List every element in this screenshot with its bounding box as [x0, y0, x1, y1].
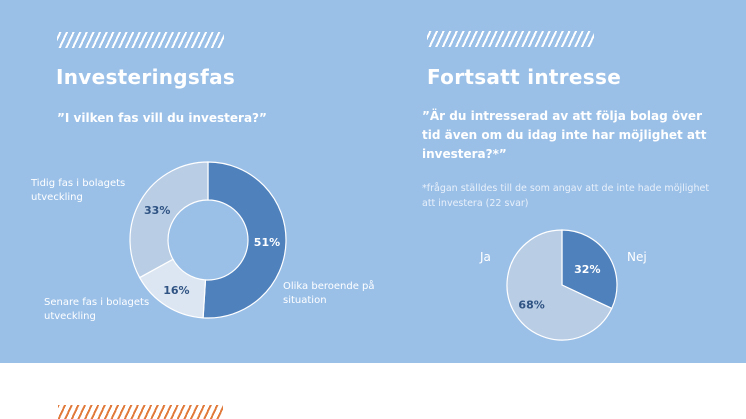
- donut-slice-0: [202, 161, 287, 319]
- blue-panel: [0, 0, 746, 363]
- donut-data-label-0: 51%: [254, 236, 280, 249]
- legend-label-tidig: Tidig fas i bolagets utveckling: [31, 178, 126, 203]
- pie-data-label-1: 68%: [518, 298, 544, 311]
- legend-label-nej: Nej: [627, 250, 647, 264]
- legend-label-ja: Ja: [480, 250, 491, 264]
- stripe-decoration: [427, 31, 594, 47]
- pie-data-label-0: 32%: [574, 263, 600, 276]
- donut-slice-2: [129, 161, 209, 279]
- legend-label-olika: Olika beroende på situation: [283, 281, 375, 306]
- pie-slice-1: [506, 229, 613, 341]
- donut-data-label-1: 16%: [163, 284, 189, 297]
- donut-data-label-2: 33%: [144, 204, 170, 217]
- question-left: ”I vilken fas vill du investera?”: [57, 111, 267, 125]
- question-right: ”Är du intresserad av att följa bolag öv…: [422, 109, 707, 161]
- legend-label-senare: Senare fas i bolagets utveckling: [44, 297, 150, 322]
- footnote: *frågan ställdes till de som angav att d…: [422, 183, 710, 209]
- section-title-fortsatt-intresse: Fortsatt intresse: [427, 65, 622, 89]
- stripe-decoration-orange: [58, 405, 223, 419]
- stripe-decoration: [57, 32, 224, 48]
- pie-slice-0: [561, 229, 618, 310]
- section-title-investeringsfas: Investeringsfas: [56, 65, 236, 89]
